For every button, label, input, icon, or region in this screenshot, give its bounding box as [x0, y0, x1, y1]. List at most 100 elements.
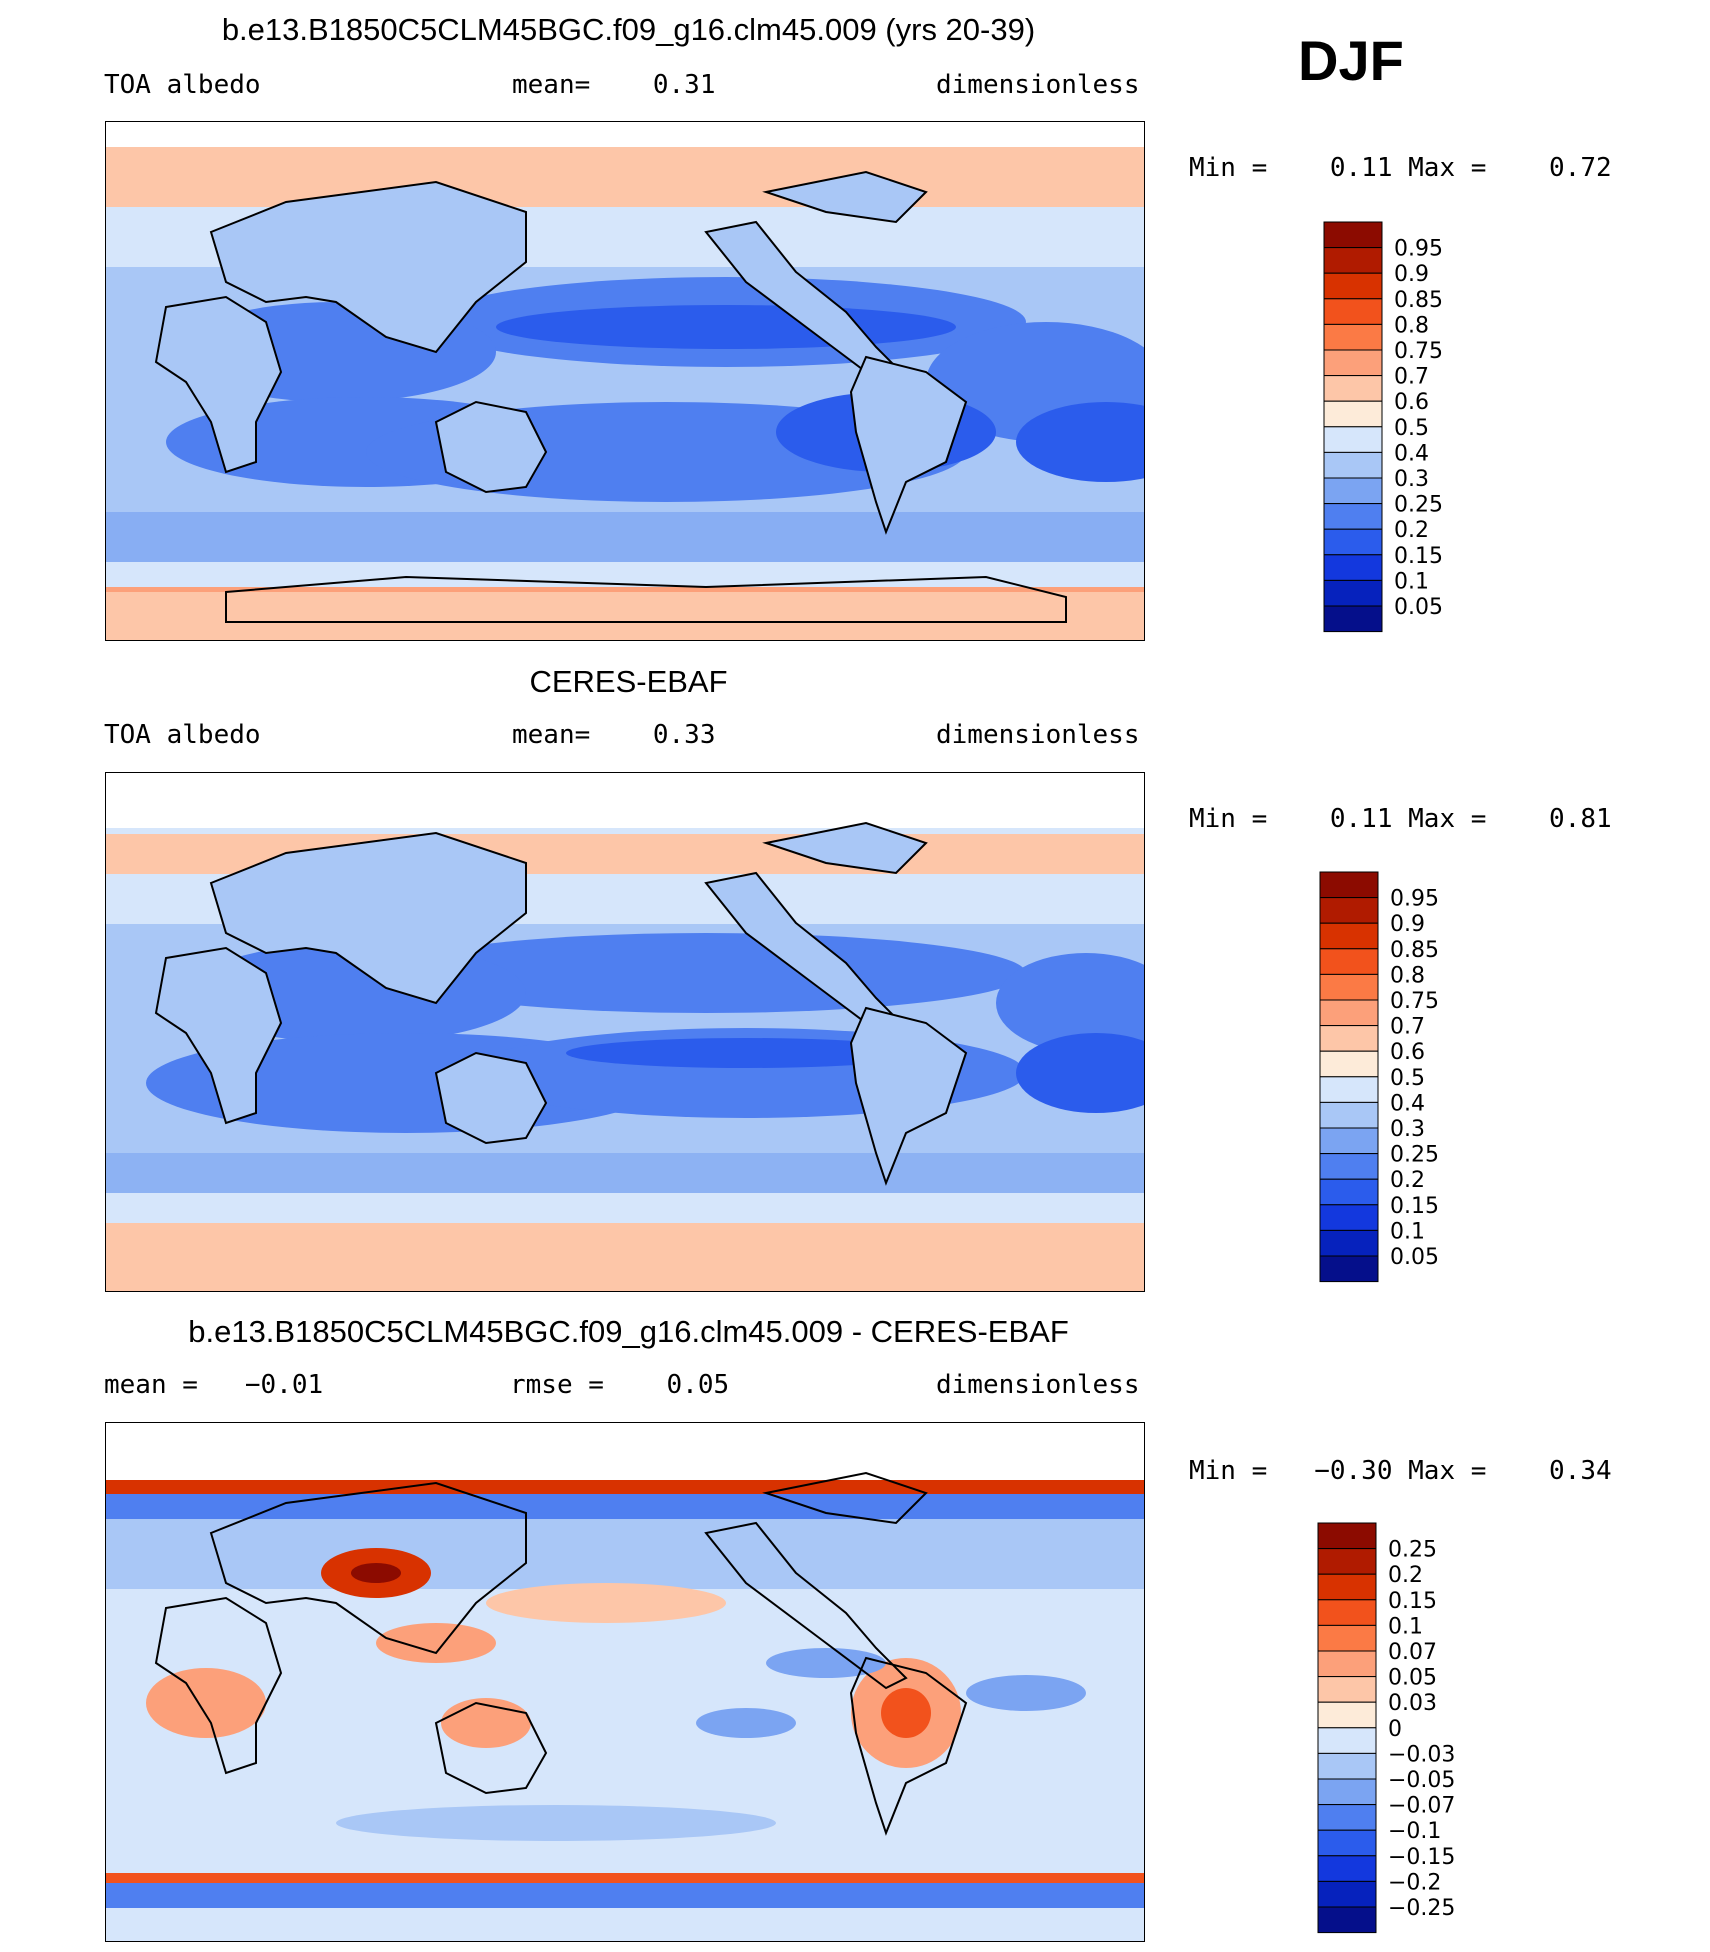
panel-2-map	[105, 772, 1145, 1292]
colorbar-swatch	[1317, 1522, 1377, 1550]
colorbar-tick-label: 0.3	[1394, 467, 1429, 492]
colorbar-swatch	[1323, 554, 1383, 581]
panel-1-mean: mean= 0.31	[512, 70, 716, 100]
colorbar-swatch	[1319, 922, 1379, 950]
colorbar-swatch	[1323, 528, 1383, 556]
colorbar-swatch	[1323, 400, 1383, 428]
colorbar-swatch	[1319, 897, 1379, 924]
panel-1-colorbar-svg: 0.950.90.850.80.750.70.60.50.40.30.250.2…	[1323, 221, 1443, 633]
colorbar-swatch	[1319, 1050, 1379, 1078]
colorbar-swatch	[1323, 221, 1383, 249]
colorbar-tick-label: 0.2	[1390, 1168, 1425, 1193]
colorbar-swatch	[1317, 1727, 1377, 1754]
season-label: DJF	[1298, 29, 1404, 92]
colorbar-tick-label: −0.25	[1388, 1896, 1455, 1921]
panel-2-colorbar-svg: 0.950.90.850.80.750.70.60.50.40.30.250.2…	[1319, 871, 1439, 1283]
colorbar-swatch	[1317, 1650, 1377, 1678]
colorbar-swatch	[1323, 605, 1383, 633]
colorbar-swatch	[1319, 1229, 1379, 1257]
colorbar-swatch	[1317, 1676, 1377, 1703]
colorbar-tick-label: 0.9	[1390, 912, 1425, 937]
colorbar-swatch	[1319, 973, 1379, 1001]
colorbar-tick-label: 0.05	[1388, 1666, 1437, 1691]
panel-1-left-label: TOA albedo	[104, 70, 261, 100]
colorbar-tick-label: 0.4	[1394, 441, 1429, 466]
colorbar-tick-label: −0.05	[1388, 1768, 1455, 1793]
colorbar-tick-label: 0.05	[1390, 1245, 1439, 1270]
colorbar-tick-label: 0.7	[1394, 365, 1429, 390]
colorbar-swatch	[1317, 1599, 1377, 1626]
panel-1-units: dimensionless	[936, 70, 1140, 100]
colorbar-tick-label: 0.5	[1390, 1066, 1425, 1091]
colorbar-swatch	[1317, 1906, 1377, 1934]
colorbar-swatch	[1323, 579, 1383, 607]
colorbar-tick-label: −0.07	[1388, 1794, 1455, 1819]
panel-2-left-label: TOA albedo	[104, 720, 261, 750]
panel-1-map-svg	[106, 122, 1144, 640]
colorbar-swatch	[1319, 999, 1379, 1027]
panel-3-mean: mean = −0.01	[104, 1370, 324, 1400]
colorbar-tick-label: 0.25	[1388, 1538, 1437, 1563]
colorbar-swatch	[1317, 1573, 1377, 1601]
panel-1-colorbar: 0.95 0.9 0.85 0.8 0.75 0.7 0.6 0.5 0.4 0.3 0.25 0.2…	[1323, 221, 1504, 633]
panel-1-minmax: Min = 0.11 Max = 0.72	[1189, 153, 1612, 183]
colorbar-tick-label: 0.95	[1394, 237, 1443, 262]
colorbar-tick-label: 0	[1388, 1717, 1402, 1742]
colorbar-tick-label: 0.75	[1390, 989, 1439, 1014]
colorbar-tick-label: 0.07	[1388, 1640, 1437, 1665]
colorbar-tick-label: −0.2	[1388, 1870, 1441, 1895]
colorbar-tick-label: 0.8	[1390, 963, 1425, 988]
colorbar-swatch	[1317, 1548, 1377, 1575]
colorbar-swatch	[1319, 871, 1379, 899]
colorbar-tick-label: 0.9	[1394, 262, 1429, 287]
panel-1-title: b.e13.B1850C5CLM45BGC.f09_g16.clm45.009 …	[221, 12, 1036, 47]
colorbar-swatch	[1317, 1880, 1377, 1908]
colorbar-swatch	[1319, 948, 1379, 975]
panel-2-minmax: Min = 0.11 Max = 0.81	[1189, 804, 1612, 834]
panel-1-map	[105, 121, 1145, 641]
colorbar-swatch	[1323, 375, 1383, 402]
colorbar-tick-label: 0.03	[1388, 1691, 1437, 1716]
colorbar-tick-label: 0.6	[1390, 1040, 1425, 1065]
colorbar-swatch	[1319, 1255, 1379, 1283]
colorbar-tick-label: 0.1	[1388, 1614, 1423, 1639]
panel-3-map	[105, 1422, 1145, 1942]
panel-3-colorbar: 0.25 0.2 0.15 0.1 0.07 0.05 0.03 0 −0.03 −0.05 −0.…	[1317, 1522, 1498, 1934]
colorbar-swatch	[1319, 1178, 1379, 1206]
colorbar-swatch	[1319, 1025, 1379, 1052]
colorbar-tick-label: 0.7	[1390, 1015, 1425, 1040]
colorbar-tick-label: 0.25	[1390, 1143, 1439, 1168]
colorbar-swatch	[1323, 298, 1383, 325]
colorbar-tick-label: 0.8	[1394, 313, 1429, 338]
colorbar-tick-label: 0.85	[1390, 938, 1439, 963]
colorbar-swatch	[1323, 451, 1383, 479]
panel-3-rmse: rmse = 0.05	[510, 1370, 730, 1400]
colorbar-swatch	[1323, 477, 1383, 505]
colorbar-swatch	[1323, 426, 1383, 453]
colorbar-tick-label: 0.85	[1394, 288, 1443, 313]
panel-2-units: dimensionless	[936, 720, 1140, 750]
colorbar-tick-label: 0.05	[1394, 595, 1443, 620]
panel-3-units: dimensionless	[936, 1370, 1140, 1400]
colorbar-tick-label: 0.1	[1390, 1219, 1425, 1244]
colorbar-tick-label: 0.6	[1394, 390, 1429, 415]
panel-3-map-svg	[106, 1423, 1144, 1941]
panel-3-title: b.e13.B1850C5CLM45BGC.f09_g16.clm45.009 …	[188, 1314, 1069, 1349]
colorbar-tick-label: 0.1	[1394, 569, 1429, 594]
colorbar-swatch	[1317, 1624, 1377, 1652]
colorbar-tick-label: 0.15	[1390, 1194, 1439, 1219]
colorbar-tick-label: −0.15	[1388, 1845, 1455, 1870]
panel-2-title: CERES-EBAF	[529, 664, 728, 699]
colorbar-swatch	[1319, 1204, 1379, 1231]
colorbar-swatch	[1323, 247, 1383, 274]
colorbar-swatch	[1317, 1752, 1377, 1780]
colorbar-tick-label: 0.95	[1390, 887, 1439, 912]
colorbar-tick-label: −0.1	[1388, 1819, 1441, 1844]
colorbar-swatch	[1319, 1153, 1379, 1180]
colorbar-swatch	[1323, 349, 1383, 377]
colorbar-swatch	[1323, 323, 1383, 351]
colorbar-tick-label: 0.75	[1394, 339, 1443, 364]
panel-3-colorbar-svg: 0.250.20.150.10.070.050.030−0.03−0.05−0.…	[1317, 1522, 1455, 1934]
colorbar-tick-label: 0.2	[1388, 1563, 1423, 1588]
colorbar-swatch	[1319, 1076, 1379, 1103]
